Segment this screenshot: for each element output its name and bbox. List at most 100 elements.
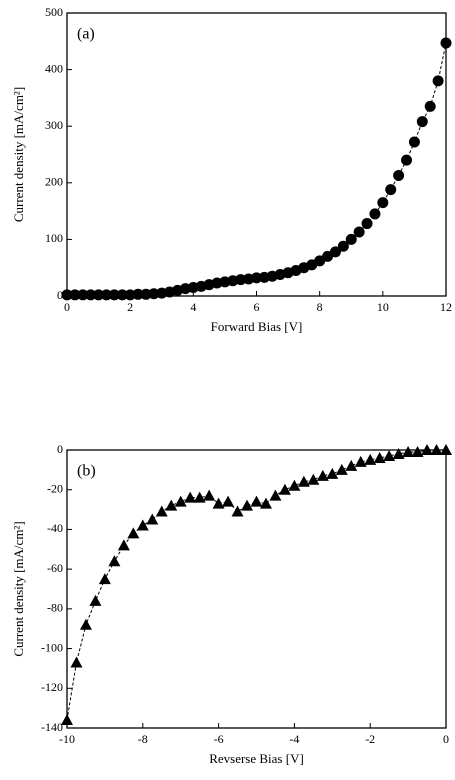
data-point [132,288,144,300]
x-tick-label: 4 [190,300,196,314]
data-point [93,289,105,301]
y-axis-label: Current density [mA/cm²] [11,521,26,656]
data-point [117,539,130,551]
data-point [222,495,235,507]
data-point [193,491,206,503]
data-point [354,455,367,467]
data-point [288,479,301,491]
data-point [203,489,216,501]
data-point [212,497,225,509]
x-tick-label: 8 [317,300,323,314]
x-tick-label: -4 [289,732,299,746]
x-tick-label: -8 [138,732,148,746]
y-tick-label: -40 [47,521,63,535]
data-point [421,444,434,455]
data-point [61,289,73,301]
data-point [251,272,262,284]
data-point [79,618,92,630]
data-point [335,463,348,475]
y-tick-label: -20 [47,481,63,495]
annotation: (a) [77,26,95,43]
data-point [85,289,97,301]
data-point [385,184,397,196]
x-tick-label: 12 [440,300,452,314]
x-tick-label: -2 [365,732,375,746]
data-point [61,714,73,726]
data-point [241,499,254,511]
data-point [148,288,160,300]
y-tick-label: -140 [41,720,63,734]
x-tick-label: -6 [214,732,224,746]
data-point [393,169,405,181]
data-point [316,469,329,481]
data-point [432,75,444,87]
data-line [67,42,447,296]
y-tick-label: 0 [57,288,63,302]
data-point [401,154,413,166]
data-point [165,499,178,511]
data-point [416,116,428,128]
data-point [408,136,420,148]
y-tick-label: 400 [45,61,63,75]
data-point [278,483,291,495]
data-point [250,495,263,507]
data-point [345,233,357,245]
x-axis-label: Forward Bias [V] [211,319,303,334]
data-point [326,467,339,479]
data-point [174,495,187,507]
data-point [77,289,89,301]
x-tick-label: 2 [127,300,133,314]
y-tick-label: -80 [47,601,63,615]
x-tick-label: 0 [443,732,449,746]
data-point [140,288,152,300]
y-tick-label: 0 [57,442,63,456]
data-point [136,519,149,531]
data-point [307,473,320,485]
data-point [297,475,310,487]
data-point [259,497,272,509]
data-point [235,274,247,286]
annotation: (b) [77,463,96,480]
data-point [231,505,244,517]
data-point [377,197,389,209]
data-point [345,459,358,471]
x-tick-label: -10 [59,732,75,746]
y-tick-label: 200 [45,175,63,189]
data-point [69,289,81,301]
data-point [127,527,140,539]
data-point [337,240,349,252]
y-tick-label: -120 [41,680,63,694]
x-axis-label: Revserse Bias [V] [209,751,304,766]
data-point [411,445,424,457]
data-point [402,445,415,457]
x-tick-label: 10 [377,300,389,314]
data-point [383,449,396,461]
x-tick-label: 0 [64,300,70,314]
data-point [108,289,120,301]
x-tick-label: 6 [254,300,260,314]
y-tick-label: 300 [45,118,63,132]
data-point [116,289,128,301]
data-point [361,218,373,230]
y-tick-label: -60 [47,561,63,575]
data-point [70,656,83,668]
data-point [353,226,365,238]
data-point [98,573,111,585]
data-point [329,246,341,258]
data-point [100,289,112,301]
data-point [424,100,436,112]
data-point [146,513,159,525]
data-point [124,289,136,301]
plot-frame [66,449,447,729]
plot-frame [66,12,447,297]
y-tick-label: 500 [45,5,63,19]
data-point [89,594,102,606]
data-point [392,447,405,459]
data-point [269,489,282,501]
y-axis-label: Current density [mA/cm²] [11,87,26,222]
data-point [155,505,168,517]
y-tick-label: -100 [41,640,63,654]
data-point [369,208,381,220]
data-point [440,444,452,455]
